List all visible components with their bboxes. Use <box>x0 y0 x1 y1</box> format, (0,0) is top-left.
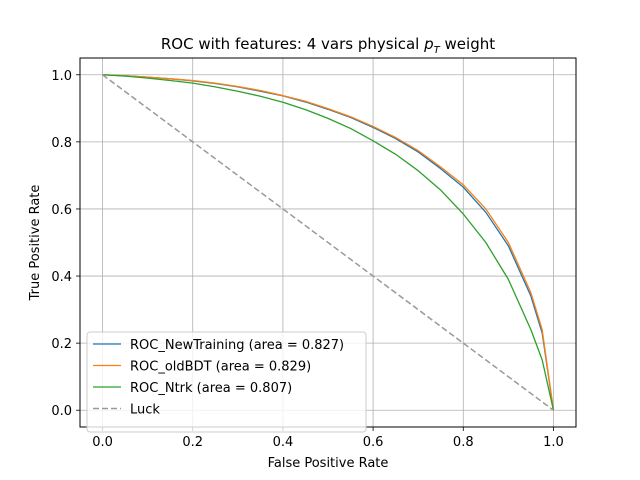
legend-label: ROC_Ntrk (area = 0.807) <box>130 381 292 396</box>
y-tick-label: 0.2 <box>51 337 72 352</box>
series-line <box>102 74 555 411</box>
x-axis-label: False Positive Rate <box>268 456 389 471</box>
legend-label: ROC_NewTraining (area = 0.827) <box>130 338 344 353</box>
y-tick-label: 0.8 <box>51 136 72 151</box>
chart-title-suffix: weight <box>440 35 495 53</box>
x-tick-label: 1.0 <box>543 435 564 450</box>
axis-ticks: 0.0 0.2 0.4 0.6 0.8 1.0 0.0 0.2 0.4 0.6 0.8 1.0 <box>51 69 563 450</box>
chart-title-text: ROC with features: 4 vars physical <box>161 35 424 53</box>
y-tick-label: 0.0 <box>51 404 72 419</box>
legend-box <box>86 331 367 433</box>
legend: ROC_NewTraining (area = 0.827) ROC_oldBDT… <box>86 331 367 433</box>
chart-title-math-subscript: T <box>434 45 441 56</box>
series-line <box>102 74 555 411</box>
x-tick-label: 0.8 <box>453 435 474 450</box>
legend-label: Luck <box>130 403 160 418</box>
x-tick-label: 0.0 <box>92 435 113 450</box>
series-lines <box>102 74 555 411</box>
chart-title: ROC with features: 4 vars physical pT we… <box>161 35 495 56</box>
y-tick-label: 0.4 <box>51 270 72 285</box>
x-tick-label: 0.4 <box>273 435 294 450</box>
x-tick-label: 0.6 <box>363 435 384 450</box>
series-line <box>102 74 554 411</box>
chart-title-math: p <box>423 35 434 53</box>
y-axis-label: True Positive Rate <box>28 185 43 302</box>
x-tick-label: 0.2 <box>182 435 203 450</box>
y-tick-label: 0.6 <box>51 203 72 218</box>
legend-label: ROC_oldBDT (area = 0.829) <box>130 360 311 375</box>
y-tick-label: 1.0 <box>51 69 72 84</box>
